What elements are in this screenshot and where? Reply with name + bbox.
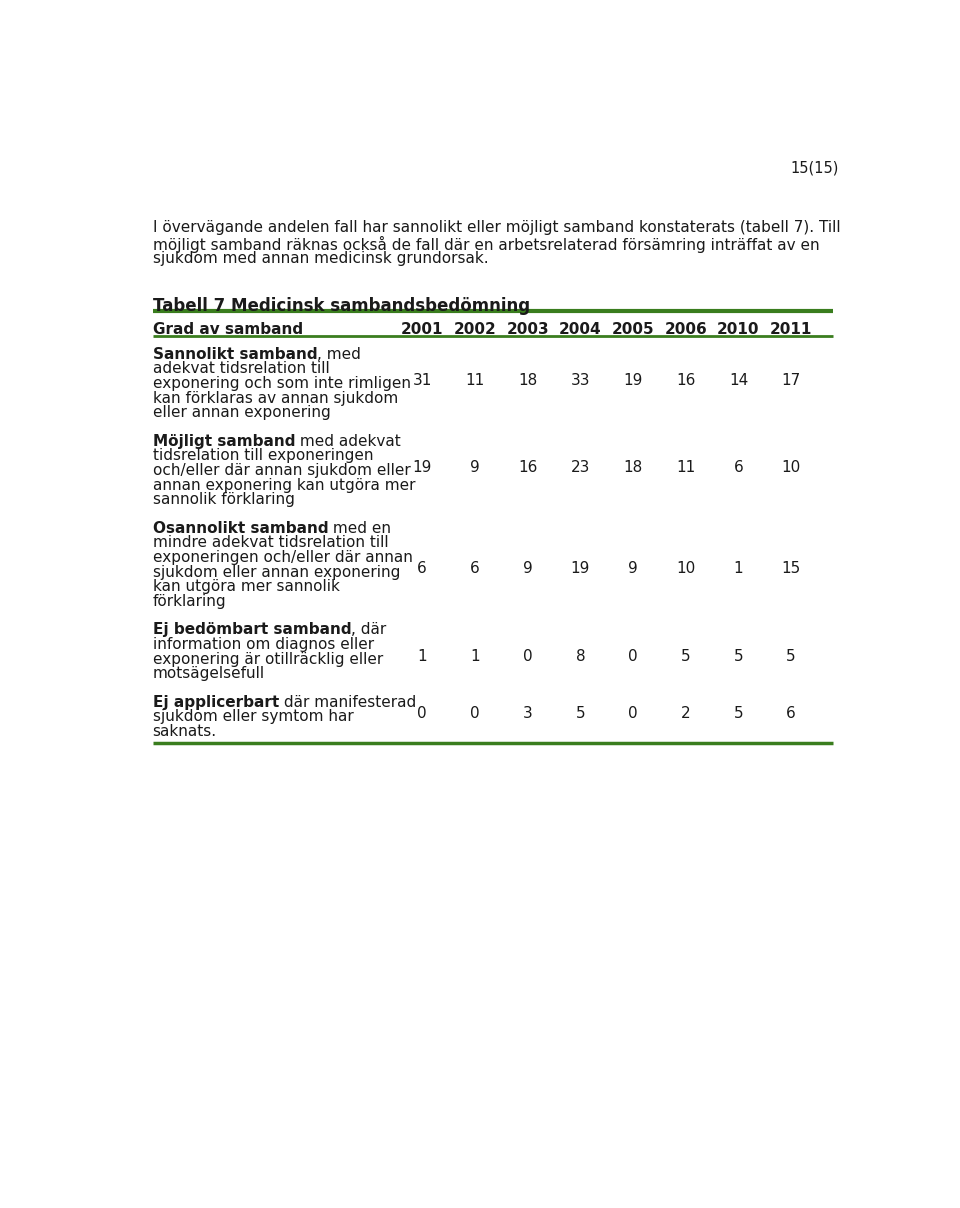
Text: Möjligt samband: Möjligt samband (153, 434, 295, 448)
Text: saknats.: saknats. (153, 724, 217, 739)
Text: 2005: 2005 (612, 323, 655, 337)
Text: 9: 9 (628, 562, 638, 576)
Text: Grad av samband: Grad av samband (153, 323, 302, 337)
Text: med en: med en (328, 521, 391, 535)
Text: 11: 11 (466, 373, 485, 388)
Text: eller annan exponering: eller annan exponering (153, 405, 330, 420)
Text: 2001: 2001 (401, 323, 444, 337)
Text: exponering är otillräcklig eller: exponering är otillräcklig eller (153, 651, 383, 667)
Text: sjukdom med annan medicinsk grundorsak.: sjukdom med annan medicinsk grundorsak. (153, 251, 489, 266)
Text: 2003: 2003 (506, 323, 549, 337)
Text: 6: 6 (470, 562, 480, 576)
Text: 0: 0 (628, 649, 637, 663)
Text: 6: 6 (733, 460, 743, 475)
Text: 9: 9 (523, 562, 533, 576)
Text: 5: 5 (733, 707, 743, 721)
Text: exponeringen och/eller där annan: exponeringen och/eller där annan (153, 550, 413, 565)
Text: förklaring: förklaring (153, 594, 227, 609)
Text: adekvat tidsrelation till: adekvat tidsrelation till (153, 361, 329, 377)
Text: sjukdom eller symtom har: sjukdom eller symtom har (153, 709, 353, 725)
Text: 19: 19 (570, 562, 590, 576)
Text: där manifesterad: där manifesterad (278, 695, 416, 710)
Text: 18: 18 (518, 373, 538, 388)
Text: 19: 19 (413, 460, 432, 475)
Text: 2010: 2010 (717, 323, 759, 337)
Text: Tabell 7 Medicinsk sambandsbedömning: Tabell 7 Medicinsk sambandsbedömning (153, 297, 530, 315)
Text: 2006: 2006 (664, 323, 708, 337)
Text: information om diagnos eller: information om diagnos eller (153, 637, 373, 652)
Text: 8: 8 (576, 649, 586, 663)
Text: 10: 10 (676, 562, 695, 576)
Text: 18: 18 (623, 460, 642, 475)
Text: 5: 5 (576, 707, 586, 721)
Text: kan förklaras av annan sjukdom: kan förklaras av annan sjukdom (153, 390, 397, 406)
Text: 2011: 2011 (770, 323, 812, 337)
Text: 0: 0 (628, 707, 637, 721)
Text: 15: 15 (781, 562, 801, 576)
Text: 0: 0 (418, 707, 427, 721)
Text: 15(15): 15(15) (791, 161, 839, 175)
Text: sjukdom eller annan exponering: sjukdom eller annan exponering (153, 564, 400, 580)
Text: 9: 9 (470, 460, 480, 475)
Text: 1: 1 (733, 562, 743, 576)
Text: 16: 16 (676, 373, 695, 388)
Text: 16: 16 (518, 460, 538, 475)
Text: annan exponering kan utgöra mer: annan exponering kan utgöra mer (153, 477, 415, 493)
Text: 5: 5 (733, 649, 743, 663)
Text: , där: , där (351, 622, 387, 638)
Text: 0: 0 (470, 707, 480, 721)
Text: 2004: 2004 (559, 323, 602, 337)
Text: 6: 6 (786, 707, 796, 721)
Text: 6: 6 (418, 562, 427, 576)
Text: 2002: 2002 (453, 323, 496, 337)
Text: 1: 1 (470, 649, 480, 663)
Text: med adekvat: med adekvat (295, 434, 401, 448)
Text: 19: 19 (623, 373, 643, 388)
Text: exponering och som inte rimligen: exponering och som inte rimligen (153, 376, 411, 391)
Text: Sannolikt samband: Sannolikt samband (153, 347, 317, 361)
Text: mindre adekvat tidsrelation till: mindre adekvat tidsrelation till (153, 535, 388, 551)
Text: 33: 33 (570, 373, 590, 388)
Text: Osannolikt samband: Osannolikt samband (153, 521, 328, 535)
Text: Ej applicerbart: Ej applicerbart (153, 695, 278, 710)
Text: 10: 10 (781, 460, 801, 475)
Text: 11: 11 (676, 460, 695, 475)
Text: 3: 3 (523, 707, 533, 721)
Text: 31: 31 (413, 373, 432, 388)
Text: möjligt samband räknas också de fall där en arbetsrelaterad försämring inträffat: möjligt samband räknas också de fall där… (153, 236, 819, 252)
Text: 5: 5 (786, 649, 796, 663)
Text: 17: 17 (781, 373, 801, 388)
Text: 5: 5 (681, 649, 690, 663)
Text: tidsrelation till exponeringen: tidsrelation till exponeringen (153, 448, 373, 464)
Text: 0: 0 (523, 649, 533, 663)
Text: 23: 23 (570, 460, 590, 475)
Text: 14: 14 (729, 373, 748, 388)
Text: sannolik förklaring: sannolik förklaring (153, 492, 295, 507)
Text: 1: 1 (418, 649, 427, 663)
Text: kan utgöra mer sannolik: kan utgöra mer sannolik (153, 580, 340, 594)
Text: motsägelsefull: motsägelsefull (153, 667, 265, 681)
Text: och/eller där annan sjukdom eller: och/eller där annan sjukdom eller (153, 463, 410, 478)
Text: 2: 2 (681, 707, 690, 721)
Text: I övervägande andelen fall har sannolikt eller möjligt samband konstaterats (tab: I övervägande andelen fall har sannolikt… (153, 220, 840, 236)
Text: , med: , med (317, 347, 361, 361)
Text: Ej bedömbart samband: Ej bedömbart samband (153, 622, 351, 638)
